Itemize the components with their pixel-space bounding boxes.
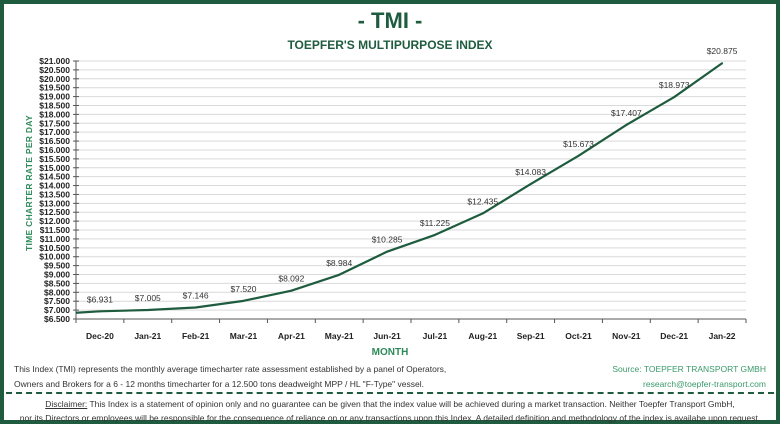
y-tick-label: $11.000 bbox=[40, 234, 71, 244]
data-point bbox=[481, 212, 484, 215]
data-label: $14.083 bbox=[515, 167, 546, 177]
x-axis-label: MONTH bbox=[371, 347, 409, 358]
data-point bbox=[194, 306, 197, 309]
disclaimer: Disclaimer: This Index is a statement of… bbox=[0, 397, 780, 425]
y-tick-label: $20.000 bbox=[39, 74, 70, 84]
y-tick-label: $13.000 bbox=[39, 198, 70, 208]
y-tick-label: $20.500 bbox=[39, 65, 70, 75]
y-tick-label: $13.500 bbox=[39, 189, 70, 199]
disclaimer-label: Disclaimer: bbox=[45, 399, 88, 409]
y-tick-label: $18.000 bbox=[39, 109, 70, 119]
description-line: Owners and Brokers for a 6 - 12 months t… bbox=[14, 379, 424, 389]
x-tick-label: Jun-21 bbox=[373, 331, 401, 341]
disclaimer-text: This Index is a statement of opinion onl… bbox=[87, 399, 735, 409]
x-tick-label: Jan-22 bbox=[709, 331, 736, 341]
source-text: Source: TOEPFER TRANSPORT GMBH bbox=[612, 364, 766, 374]
y-tick-label: $15.500 bbox=[39, 154, 70, 164]
data-point bbox=[721, 62, 724, 65]
x-tick-label: Aug-21 bbox=[468, 331, 497, 341]
data-point bbox=[673, 96, 676, 99]
y-tick-label: $21.000 bbox=[39, 56, 70, 66]
y-tick-label: $6.500 bbox=[44, 314, 70, 324]
y-tick-label: $8.000 bbox=[44, 287, 70, 297]
x-tick-label: Mar-21 bbox=[230, 331, 258, 341]
data-point bbox=[529, 183, 532, 186]
data-label: $20.875 bbox=[707, 46, 738, 56]
y-tick-label: $12.000 bbox=[39, 216, 70, 226]
y-tick-label: $14.000 bbox=[39, 181, 70, 191]
x-tick-label: Dec-20 bbox=[86, 331, 114, 341]
x-tick-label: Feb-21 bbox=[182, 331, 210, 341]
data-label: $7.005 bbox=[135, 293, 161, 303]
data-label: $8.092 bbox=[278, 274, 304, 284]
data-point bbox=[338, 273, 341, 276]
data-point bbox=[625, 123, 628, 126]
data-point bbox=[433, 233, 436, 236]
y-tick-label: $17.500 bbox=[39, 118, 70, 128]
x-tick-label: Jan-21 bbox=[134, 331, 161, 341]
y-tick-label: $11.500 bbox=[40, 225, 71, 235]
y-tick-label: $7.500 bbox=[44, 296, 70, 306]
line-chart: $6.500$7.000$7.500$8.000$8.500$9.000$9.5… bbox=[39, 46, 747, 341]
x-tick-label: Sep-21 bbox=[517, 331, 545, 341]
data-label: $8.984 bbox=[326, 258, 352, 268]
data-point bbox=[386, 250, 389, 253]
y-tick-label: $16.500 bbox=[39, 136, 70, 146]
y-tick-label: $10.500 bbox=[39, 243, 70, 253]
index-description: This Index (TMI) represents the monthly … bbox=[14, 362, 446, 392]
y-tick-label: $19.000 bbox=[39, 92, 70, 102]
data-label: $11.225 bbox=[420, 218, 450, 228]
y-tick-label: $7.000 bbox=[44, 305, 70, 315]
y-tick-label: $16.000 bbox=[39, 145, 70, 155]
email-link[interactable]: research@toepfer-transport.com bbox=[643, 379, 766, 389]
disclaimer-text: nor its Directors or employees will be r… bbox=[19, 413, 761, 423]
data-label: $15.673 bbox=[563, 139, 594, 149]
data-label: $12.435 bbox=[467, 196, 498, 206]
y-tick-label: $19.500 bbox=[39, 83, 70, 93]
source-info: Source: TOEPFER TRANSPORT GMBH research@… bbox=[612, 362, 766, 392]
data-point bbox=[146, 309, 149, 312]
y-tick-label: $18.500 bbox=[39, 100, 70, 110]
chart-title: - TMI - bbox=[357, 8, 423, 33]
y-tick-label: $17.000 bbox=[39, 127, 70, 137]
data-point bbox=[242, 299, 245, 302]
y-tick-label: $15.000 bbox=[39, 163, 70, 173]
data-label: $17.407 bbox=[611, 108, 642, 118]
data-point bbox=[577, 154, 580, 157]
x-tick-label: Apr-21 bbox=[278, 331, 305, 341]
y-axis-label: TIME CHARTER RATE PER DAY bbox=[24, 115, 34, 251]
y-tick-label: $14.500 bbox=[39, 172, 70, 182]
chart-subtitle: TOEPFER'S MULTIPURPOSE INDEX bbox=[287, 38, 493, 52]
y-tick-label: $9.000 bbox=[44, 270, 70, 280]
data-label: $18.973 bbox=[659, 80, 690, 90]
description-line: This Index (TMI) represents the monthly … bbox=[14, 364, 447, 374]
data-label: $10.285 bbox=[372, 235, 403, 245]
data-label: $7.146 bbox=[183, 291, 209, 301]
x-tick-label: Oct-21 bbox=[565, 331, 592, 341]
x-tick-label: Jul-21 bbox=[423, 331, 448, 341]
data-point bbox=[290, 289, 293, 292]
y-tick-label: $9.500 bbox=[44, 261, 70, 271]
y-tick-label: $10.000 bbox=[39, 252, 70, 262]
x-tick-label: May-21 bbox=[325, 331, 354, 341]
series-line bbox=[75, 62, 723, 314]
y-tick-label: $8.500 bbox=[44, 278, 70, 288]
y-tick-label: $12.500 bbox=[39, 207, 70, 217]
data-label: $6.931 bbox=[87, 294, 113, 304]
data-label: $7.520 bbox=[231, 284, 257, 294]
data-point bbox=[98, 310, 101, 313]
dashed-divider bbox=[6, 392, 774, 394]
x-tick-label: Dec-21 bbox=[660, 331, 688, 341]
x-tick-label: Nov-21 bbox=[612, 331, 641, 341]
